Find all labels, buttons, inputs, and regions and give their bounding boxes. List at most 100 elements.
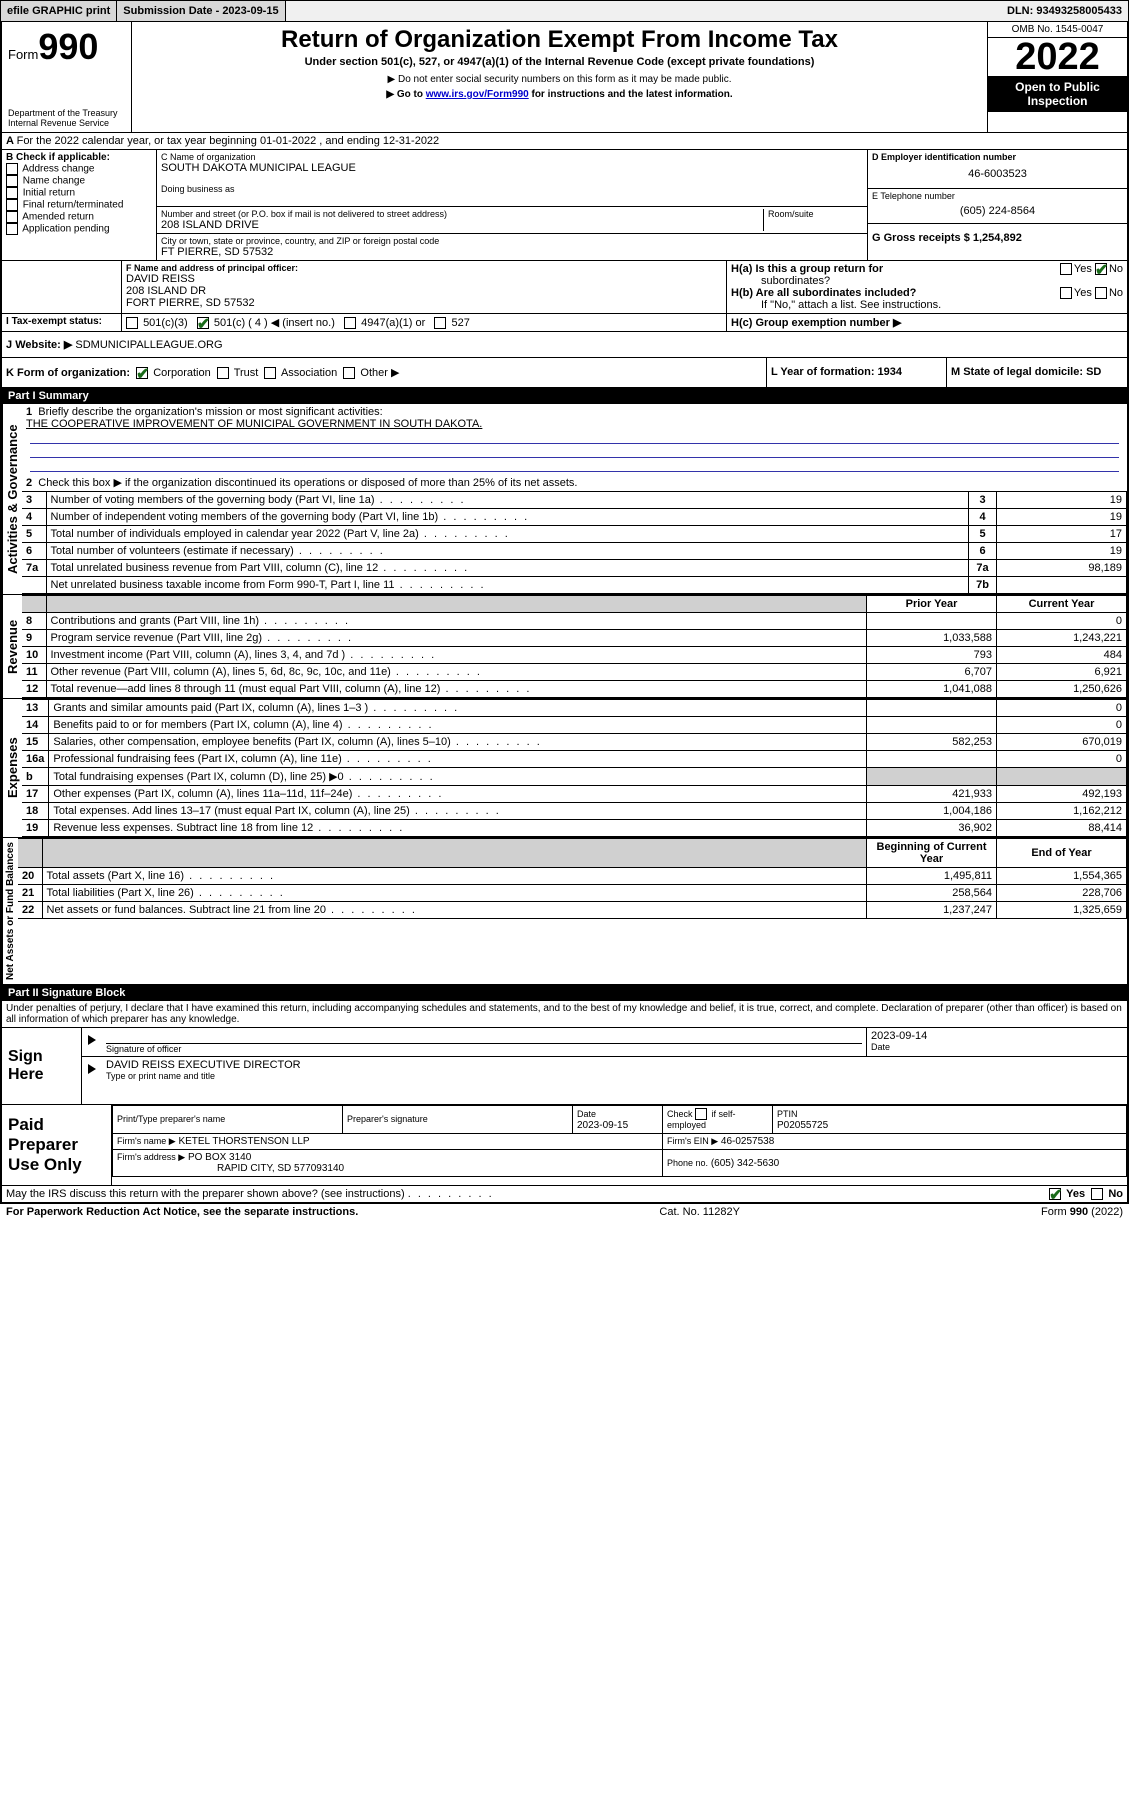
netassets-block: Net Assets or Fund Balances Beginning of… bbox=[2, 838, 1127, 985]
part2-header: Part II Signature Block bbox=[2, 985, 1127, 1001]
city-box: City or town, state or province, country… bbox=[157, 234, 867, 260]
form-note2: ▶ Go to www.irs.gov/Form990 for instruct… bbox=[138, 89, 981, 100]
section-k: K Form of organization: Corporation Trus… bbox=[2, 358, 767, 387]
4947-checkbox[interactable] bbox=[344, 317, 356, 329]
ha-yes-checkbox[interactable] bbox=[1060, 263, 1072, 275]
officer-label: F Name and address of principal officer: bbox=[126, 263, 722, 273]
ptin-label: PTIN bbox=[777, 1109, 798, 1119]
form-note1: ▶ Do not enter social security numbers o… bbox=[138, 74, 981, 85]
form-990-num: 990 bbox=[38, 26, 98, 67]
irs-label: Internal Revenue Service bbox=[8, 118, 125, 128]
governance-vlabel: Activities & Governance bbox=[2, 404, 22, 594]
section-m: M State of legal domicile: SD bbox=[947, 358, 1127, 387]
dln-label: DLN: 93493258005433 bbox=[1001, 1, 1128, 21]
b-opt-checkbox[interactable] bbox=[6, 163, 18, 175]
form-word: Form bbox=[8, 47, 38, 62]
netassets-table: Beginning of Current YearEnd of Year20To… bbox=[18, 838, 1127, 919]
table-row: 20Total assets (Part X, line 16)1,495,81… bbox=[18, 868, 1127, 885]
expenses-vlabel: Expenses bbox=[2, 699, 22, 837]
b-opt-checkbox[interactable] bbox=[6, 199, 18, 211]
sig-date: 2023-09-14 bbox=[871, 1030, 1123, 1042]
b-option: Initial return bbox=[6, 187, 152, 199]
corp-checkbox[interactable] bbox=[136, 367, 148, 379]
firm-ein: 46-0257538 bbox=[721, 1136, 774, 1147]
b-option: Application pending bbox=[6, 223, 152, 235]
tax-year: 2022 bbox=[988, 38, 1127, 76]
527-checkbox[interactable] bbox=[434, 317, 446, 329]
b-opt-checkbox[interactable] bbox=[6, 187, 18, 199]
table-row: 3Number of voting members of the governi… bbox=[22, 492, 1127, 509]
trust-checkbox[interactable] bbox=[217, 367, 229, 379]
b-opt-checkbox[interactable] bbox=[6, 223, 18, 235]
501c-checkbox[interactable] bbox=[197, 317, 209, 329]
prep-name-label: Print/Type preparer's name bbox=[117, 1114, 225, 1124]
pointer-icon bbox=[88, 1035, 96, 1045]
self-emp-label: Check if self-employed bbox=[667, 1109, 736, 1131]
o2: 501(c) ( 4 ) ◀ (insert no.) bbox=[214, 317, 335, 329]
dba-label: Doing business as bbox=[161, 184, 863, 194]
irs-link[interactable]: www.irs.gov/Form990 bbox=[426, 89, 529, 100]
governance-block: Activities & Governance 1 Briefly descri… bbox=[2, 404, 1127, 595]
firm-ein-label: Firm's EIN ▶ bbox=[667, 1136, 718, 1146]
b-option: Name change bbox=[6, 175, 152, 187]
q1-text: Briefly describe the organization's miss… bbox=[38, 406, 382, 418]
section-b-label: B Check if applicable: bbox=[6, 152, 152, 163]
ein-value: 46-6003523 bbox=[872, 162, 1123, 186]
efile-print-button[interactable]: efile GRAPHIC print bbox=[1, 1, 117, 21]
table-row: 5Total number of individuals employed in… bbox=[22, 526, 1127, 543]
b-option: Final return/terminated bbox=[6, 199, 152, 211]
table-row: 17Other expenses (Part IX, column (A), l… bbox=[22, 786, 1127, 803]
open-inspection-badge: Open to Public Inspection bbox=[988, 76, 1127, 112]
mayirs-no-checkbox[interactable] bbox=[1091, 1188, 1103, 1200]
form-subtitle: Under section 501(c), 527, or 4947(a)(1)… bbox=[138, 56, 981, 68]
mayirs-yes-checkbox[interactable] bbox=[1049, 1188, 1061, 1200]
table-row: 9Program service revenue (Part VIII, lin… bbox=[22, 630, 1127, 647]
table-row: Net unrelated business taxable income fr… bbox=[22, 577, 1127, 594]
sig-date-label: Date bbox=[871, 1042, 1123, 1052]
501c3-checkbox[interactable] bbox=[126, 317, 138, 329]
q2-row: 2 Check this box ▶ if the organization d… bbox=[22, 474, 1127, 491]
city-value: FT PIERRE, SD 57532 bbox=[161, 246, 863, 258]
header-right: OMB No. 1545-0047 2022 Open to Public In… bbox=[987, 22, 1127, 132]
sections-b-through-g: B Check if applicable: Address change Na… bbox=[2, 150, 1127, 261]
firm-phone: (605) 342-5630 bbox=[711, 1158, 779, 1169]
note2-post: for instructions and the latest informat… bbox=[529, 89, 733, 100]
b-option: Address change bbox=[6, 163, 152, 175]
firm-name-label: Firm's name ▶ bbox=[117, 1136, 176, 1146]
o4: 527 bbox=[452, 317, 470, 329]
table-row: 13Grants and similar amounts paid (Part … bbox=[22, 700, 1127, 717]
phone-value: (605) 224-8564 bbox=[872, 201, 1123, 221]
table-header-row: Beginning of Current YearEnd of Year bbox=[18, 839, 1127, 868]
officer-l2: 208 ISLAND DR bbox=[126, 285, 722, 297]
ha-no-checkbox[interactable] bbox=[1095, 263, 1107, 275]
table-row: 6Total number of volunteers (estimate if… bbox=[22, 543, 1127, 560]
form-container: Form990 Department of the Treasury Inter… bbox=[0, 22, 1129, 1204]
sign-here-label: Sign Here bbox=[2, 1028, 82, 1104]
section-a-text: A For the 2022 calendar year, or tax yea… bbox=[2, 133, 443, 149]
prep-date-label: Date bbox=[577, 1109, 596, 1119]
table-row: 22Net assets or fund balances. Subtract … bbox=[18, 902, 1127, 919]
o3: 4947(a)(1) or bbox=[361, 317, 425, 329]
mission-text: THE COOPERATIVE IMPROVEMENT OF MUNICIPAL… bbox=[26, 418, 482, 430]
other-checkbox[interactable] bbox=[343, 367, 355, 379]
officer-typed-label: Type or print name and title bbox=[106, 1071, 1123, 1081]
table-row: 10Investment income (Part VIII, column (… bbox=[22, 647, 1127, 664]
header-left: Form990 Department of the Treasury Inter… bbox=[2, 22, 132, 132]
hb-no-checkbox[interactable] bbox=[1095, 287, 1107, 299]
b-opt-checkbox[interactable] bbox=[6, 175, 18, 187]
header-center: Return of Organization Exempt From Incom… bbox=[132, 22, 987, 132]
b-opt-checkbox[interactable] bbox=[6, 211, 18, 223]
footer-left: For Paperwork Reduction Act Notice, see … bbox=[6, 1206, 358, 1218]
assoc-checkbox[interactable] bbox=[264, 367, 276, 379]
address-box: Number and street (or P.O. box if mail i… bbox=[157, 207, 867, 234]
dept-label: Department of the Treasury bbox=[8, 108, 125, 118]
section-j: J Website: ▶ SDMUNICIPALLEAGUE.ORG bbox=[2, 332, 1127, 358]
hb-yes-checkbox[interactable] bbox=[1060, 287, 1072, 299]
ptin-value: P02055725 bbox=[777, 1120, 828, 1131]
h-c: H(c) Group exemption number ▶ bbox=[727, 314, 1127, 331]
sign-here-block: Sign Here Signature of officer 2023-09-1… bbox=[2, 1028, 1127, 1105]
firm-addr2: RAPID CITY, SD 577093140 bbox=[117, 1163, 344, 1174]
prep-sig-label: Preparer's signature bbox=[347, 1114, 428, 1124]
table-row: 7aTotal unrelated business revenue from … bbox=[22, 560, 1127, 577]
self-emp-checkbox[interactable] bbox=[695, 1108, 707, 1120]
